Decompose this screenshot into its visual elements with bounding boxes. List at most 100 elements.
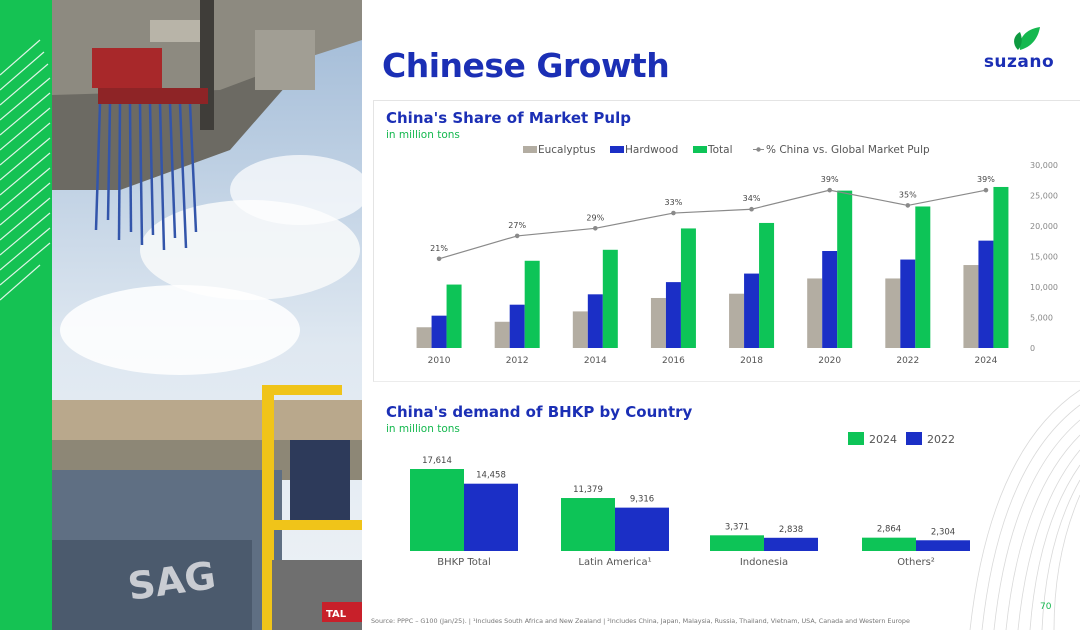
bar-hardwood — [665, 282, 681, 348]
pct-label: 21% — [430, 244, 448, 253]
legend-swatch — [610, 146, 624, 153]
pct-label: 29% — [586, 213, 604, 222]
pct-label: 27% — [508, 221, 526, 230]
bar-eucalyptus — [885, 278, 901, 348]
chart1-frame — [373, 100, 1080, 382]
decorative-lines — [969, 389, 1080, 630]
bar-eucalyptus — [729, 293, 745, 348]
suzano-logo: suzano — [978, 24, 1060, 72]
page-number: 70 — [1040, 602, 1052, 612]
x-tick-label: 2010 — [428, 356, 451, 366]
legend-label: 2022 — [927, 433, 955, 446]
chart2-title: China's demand of BHKP by Country — [386, 403, 693, 421]
x-tick-label: 2016 — [662, 356, 685, 366]
legend-label: Hardwood — [625, 144, 678, 156]
bar-2024 — [862, 537, 916, 551]
logo-wordmark: suzano — [983, 52, 1055, 72]
value-label: 2,304 — [931, 527, 955, 537]
bar-2022 — [764, 537, 818, 551]
bar-hardwood — [431, 315, 447, 348]
pct-label: 39% — [977, 175, 995, 184]
bhkp-demand-chart: 2024 2022 17,614 14,458 BHKP Total 11,379 9,31… — [410, 432, 970, 568]
pct-point — [436, 256, 442, 262]
x-tick-label: Others² — [897, 557, 935, 568]
value-label: 3,371 — [725, 522, 749, 532]
x-tick-label: 2020 — [818, 356, 841, 366]
bar-2024 — [710, 535, 764, 551]
value-label: 17,614 — [422, 456, 452, 466]
bar-total — [915, 206, 931, 348]
value-label: 11,379 — [573, 485, 603, 495]
y-tick-label: 0 — [1030, 344, 1035, 353]
value-label: 14,458 — [476, 471, 506, 481]
bar-hardwood — [978, 240, 994, 348]
slide-title: Chinese Growth — [382, 46, 670, 85]
chart2-subtitle: in million tons — [386, 423, 460, 435]
x-tick-label: 2012 — [506, 356, 529, 366]
bar-2024 — [561, 498, 615, 551]
chart1-title: China's Share of Market Pulp — [386, 109, 631, 127]
legend-swatch — [848, 432, 864, 445]
bar-2022 — [464, 483, 518, 551]
bar-total — [602, 249, 618, 348]
chart1-subtitle: in million tons — [386, 129, 460, 141]
y-tick-label: 25,000 — [1030, 192, 1058, 201]
legend-label: Eucalyptus — [538, 144, 596, 156]
bar-hardwood — [900, 259, 916, 348]
legend-swatch — [523, 146, 537, 153]
legend-swatch — [693, 146, 707, 153]
bar-total — [446, 284, 462, 348]
pct-label: 35% — [899, 190, 917, 199]
svg-text:TAL: TAL — [326, 609, 347, 620]
bar-total — [680, 228, 696, 348]
bar-2022 — [916, 540, 970, 551]
x-tick-label: Indonesia — [740, 557, 788, 568]
bar-eucalyptus — [572, 311, 588, 348]
pct-point — [905, 203, 911, 208]
y-tick-label: 15,000 — [1030, 253, 1058, 262]
pct-point — [749, 206, 754, 212]
bar-total — [837, 190, 853, 348]
pct-line — [438, 189, 987, 260]
bar-2024 — [410, 469, 464, 551]
leaf-icon — [1014, 27, 1040, 50]
pct-point — [827, 187, 832, 193]
value-label: 2,864 — [877, 525, 901, 535]
y-tick-label: 5,000 — [1030, 314, 1053, 323]
x-tick-label: 2024 — [974, 356, 997, 366]
bar-hardwood — [744, 273, 760, 348]
x-tick-label: 2022 — [896, 356, 919, 366]
bar-eucalyptus — [416, 327, 432, 348]
value-label: 2,838 — [779, 525, 803, 535]
legend-label: % China vs. Global Market Pulp — [766, 144, 930, 156]
value-label: 9,316 — [630, 495, 654, 505]
port-crane-photo: SAG TAL — [0, 0, 362, 630]
pct-label: 34% — [743, 194, 761, 203]
bar-hardwood — [822, 251, 838, 348]
legend-swatch — [906, 432, 922, 445]
legend-label: Total — [707, 144, 733, 156]
bar-2022 — [615, 507, 669, 551]
pct-point — [983, 187, 989, 193]
y-tick-label: 30,000 — [1030, 161, 1058, 170]
pct-point — [514, 233, 520, 239]
legend-label: 2024 — [869, 433, 897, 446]
market-pulp-chart: Eucalyptus Hardwood Total % China vs. Globa… — [416, 144, 1058, 366]
x-tick-label: 2014 — [584, 356, 607, 366]
y-tick-label: 20,000 — [1030, 222, 1058, 231]
y-tick-label: 10,000 — [1030, 283, 1058, 292]
x-tick-label: 2018 — [740, 356, 763, 366]
legend-marker — [756, 147, 761, 152]
x-tick-label: BHKP Total — [437, 557, 491, 568]
bar-total — [759, 222, 775, 348]
bar-hardwood — [509, 304, 525, 348]
bar-eucalyptus — [494, 321, 510, 348]
brand-stripe — [0, 0, 52, 630]
x-tick-label: Latin America¹ — [578, 557, 651, 568]
pct-point — [671, 210, 676, 216]
bar-total — [524, 260, 540, 348]
source-note: Source: PPPC – G100 (Jan/25). | ¹Include… — [371, 617, 910, 625]
pct-label: 33% — [665, 198, 683, 207]
bar-total — [993, 186, 1009, 348]
bar-eucalyptus — [650, 297, 666, 348]
